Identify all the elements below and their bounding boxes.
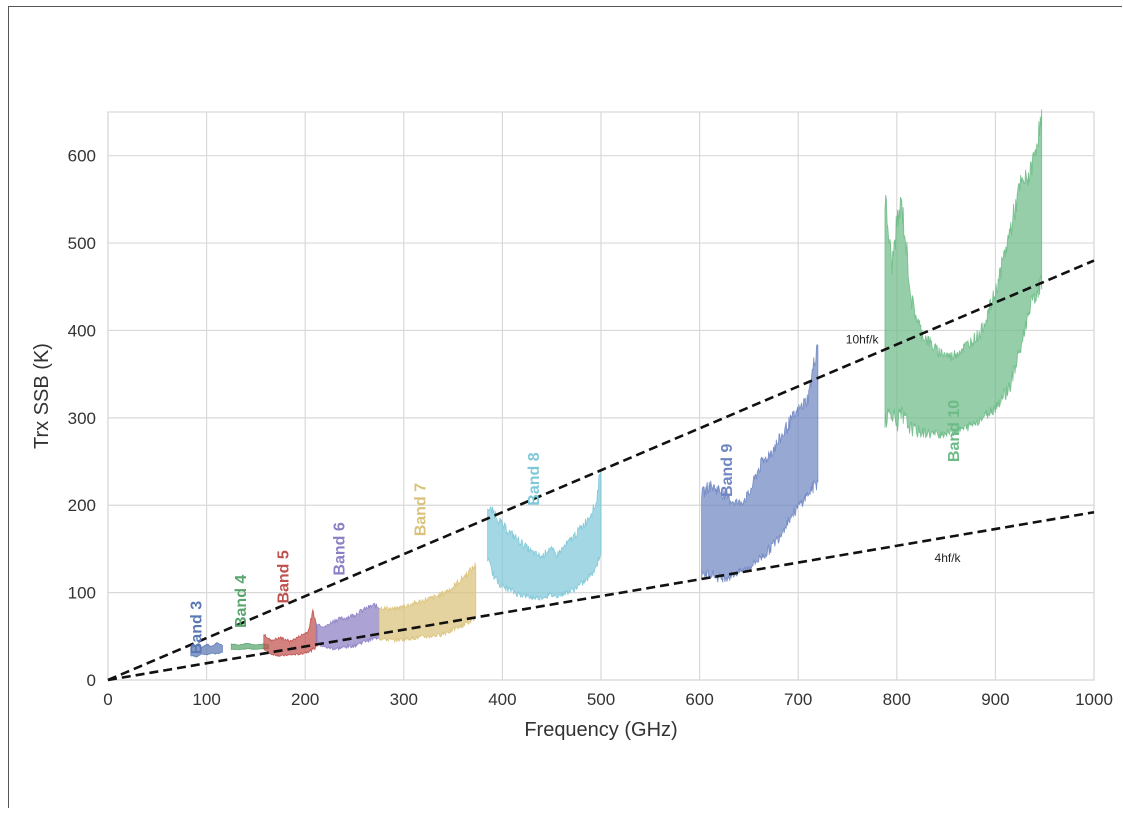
x-tick-label: 900 (981, 690, 1009, 709)
band-label: Band 9 (719, 444, 736, 497)
y-tick-label: 200 (68, 496, 96, 515)
x-tick-label: 100 (192, 690, 220, 709)
series-labels: Band 3 Band 4 Band 5 Band 6 Band 7 Band 8 Band… (189, 400, 963, 655)
x-tick-label: 200 (291, 690, 319, 709)
x-tick-label: 300 (390, 690, 418, 709)
band-label: Band 3 (189, 601, 206, 654)
y-tick-label: 0 (87, 671, 96, 690)
figure-frame (8, 6, 1122, 808)
y-tick-label: 600 (68, 147, 96, 166)
series-areas (190, 109, 1043, 658)
band-label: Band 4 (233, 575, 250, 628)
band-label: Band 7 (412, 483, 429, 536)
x-axis-label: Frequency (GHz) (524, 719, 677, 741)
x-tick-label: 500 (587, 690, 615, 709)
band-area (884, 109, 1043, 440)
band-label: Band 5 (275, 550, 292, 603)
band-area (263, 608, 318, 657)
x-tick-label: 400 (488, 690, 516, 709)
x-tick-label: 1000 (1075, 690, 1113, 709)
reference-line (107, 510, 1095, 682)
band-area (378, 562, 477, 644)
y-tick-label: 300 (68, 409, 96, 428)
reference-line (107, 259, 1095, 682)
band-area (701, 343, 819, 583)
reference-line-label: 10hf/k (846, 333, 880, 347)
reference-lines: 10hf/k 4hf/k (107, 259, 1095, 682)
x-tick-label: 600 (685, 690, 713, 709)
x-tick-label: 0 (103, 690, 112, 709)
y-tick-label: 100 (68, 584, 96, 603)
tick-labels: 0 100 200 300 400 500 600 700 800 900 1000 0 100 200 3… (68, 147, 1113, 709)
band-area (190, 642, 223, 658)
y-tick-label: 400 (68, 321, 96, 340)
reference-line-label: 4hf/k (935, 551, 962, 565)
band-label: Band 6 (332, 522, 349, 575)
y-axis-label: Trx SSB (K) (31, 343, 53, 449)
x-tick-label: 800 (883, 690, 911, 709)
band-label: Band 10 (946, 400, 963, 462)
band-area (487, 468, 602, 602)
band-label: Band 8 (526, 452, 543, 505)
y-tick-label: 500 (68, 234, 96, 253)
x-tick-label: 700 (784, 690, 812, 709)
